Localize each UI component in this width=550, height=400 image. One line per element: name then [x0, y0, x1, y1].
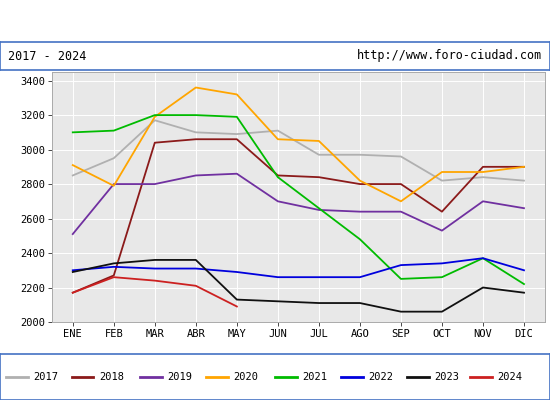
Text: 2019: 2019	[168, 372, 192, 382]
Text: 2022: 2022	[368, 372, 393, 382]
Text: http://www.foro-ciudad.com: http://www.foro-ciudad.com	[356, 50, 542, 62]
Text: 2021: 2021	[302, 372, 327, 382]
Text: 2017 - 2024: 2017 - 2024	[8, 50, 87, 62]
Text: 2020: 2020	[234, 372, 258, 382]
Text: 2024: 2024	[498, 372, 522, 382]
Text: 2023: 2023	[434, 372, 459, 382]
Text: Evolucion del paro registrado en Valdepeñas: Evolucion del paro registrado en Valdepe…	[87, 14, 463, 28]
Text: 2018: 2018	[99, 372, 124, 382]
Text: 2017: 2017	[33, 372, 58, 382]
